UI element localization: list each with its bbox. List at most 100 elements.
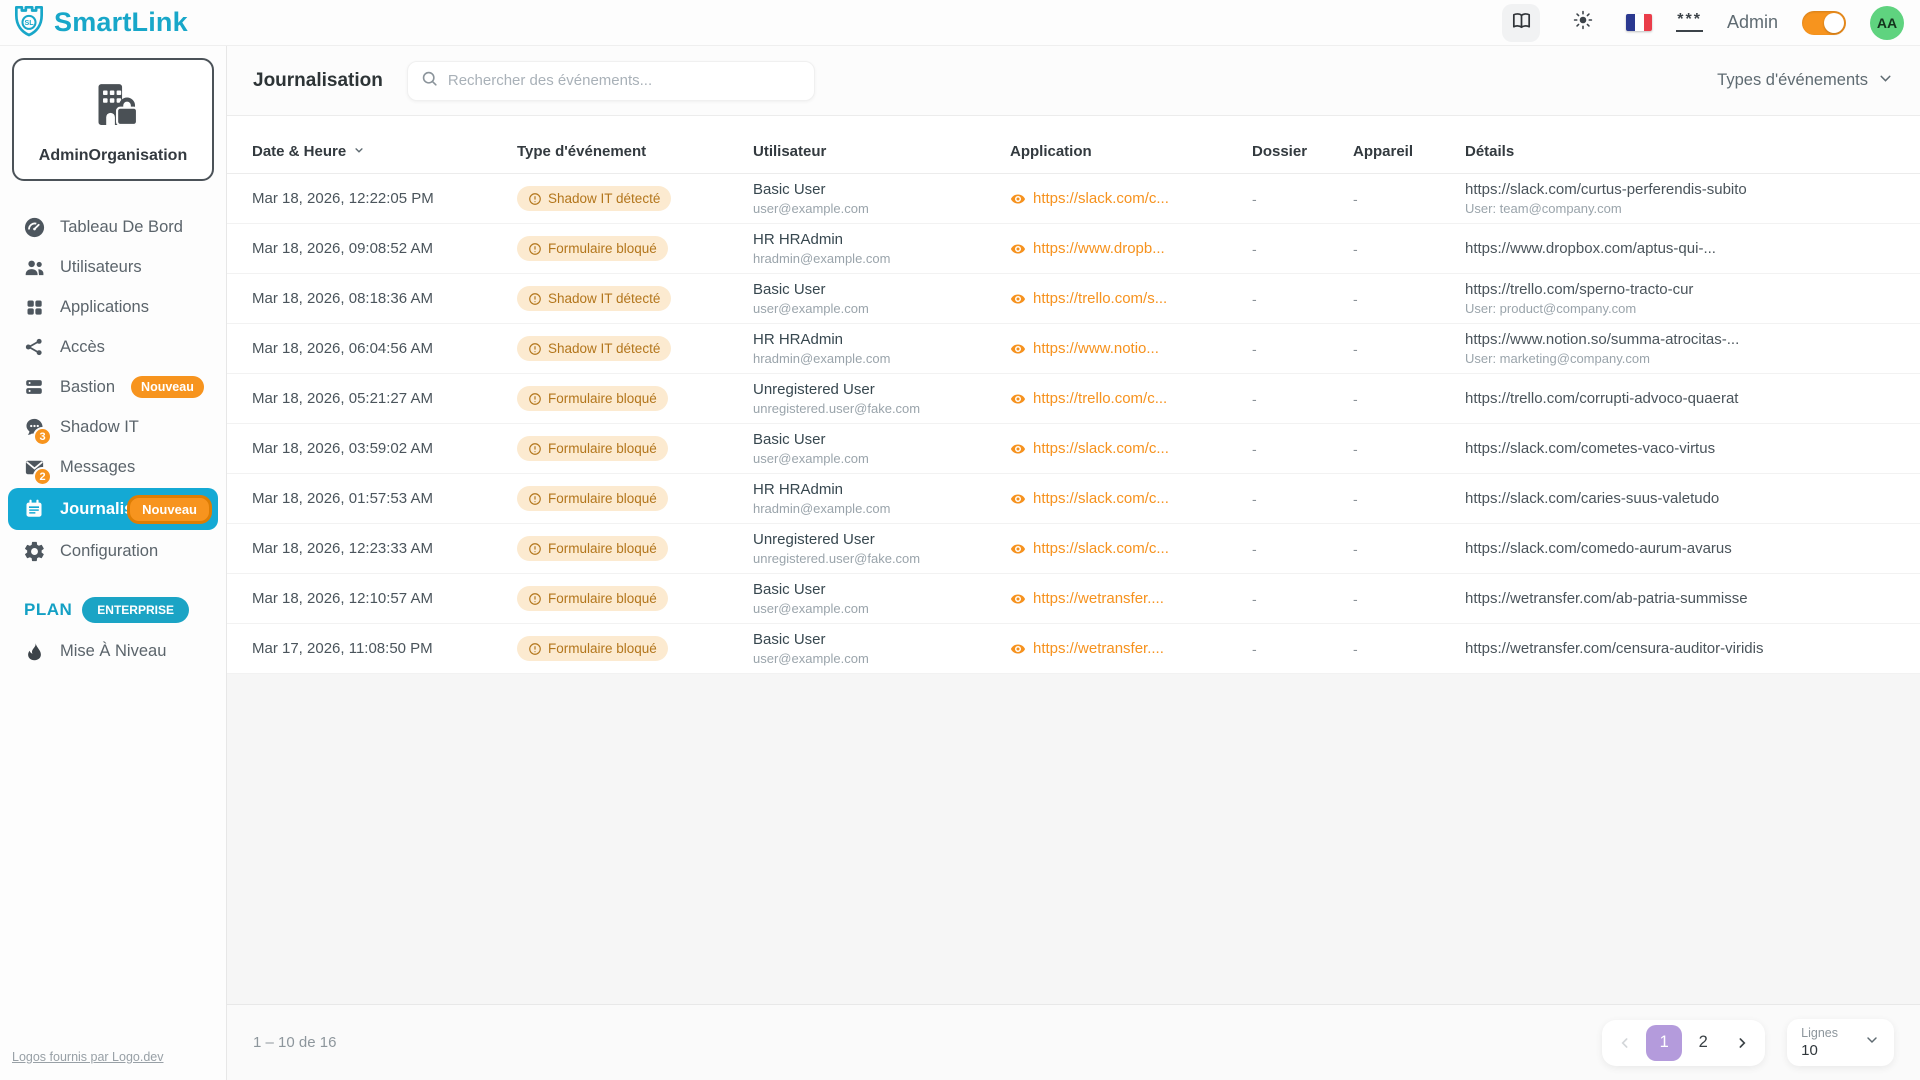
next-page-button[interactable]: [1724, 1025, 1760, 1061]
user-email: user@example.com: [753, 451, 869, 466]
details-url: https://trello.com/corrupti-advoco-quaer…: [1465, 390, 1739, 407]
application-link[interactable]: https://slack.com/c...: [1010, 490, 1252, 507]
user-name: Basic User: [753, 281, 826, 298]
table-row: Mar 18, 2026, 03:59:02 AM Formulaire blo…: [227, 424, 1920, 474]
appareil-cell: -: [1353, 240, 1358, 257]
user-avatar[interactable]: AA: [1870, 5, 1904, 40]
gear-icon: [22, 540, 46, 563]
alert-circle-icon: [528, 292, 542, 306]
sidebar-item-shadow-it[interactable]: Shadow IT 3: [0, 407, 226, 447]
masked-credentials-button[interactable]: ***: [1676, 12, 1703, 32]
search-input[interactable]: [447, 72, 802, 89]
user-email: user@example.com: [753, 201, 869, 216]
sidebar-item-bastion[interactable]: Bastion Nouveau: [0, 367, 226, 407]
admin-mode-toggle[interactable]: [1802, 10, 1846, 35]
event-datetime: Mar 18, 2026, 08:18:36 AM: [252, 290, 433, 307]
column-header-datetime[interactable]: Date & Heure: [252, 143, 517, 161]
application-link[interactable]: https://slack.com/c...: [1010, 540, 1252, 557]
eye-icon: [1010, 291, 1026, 307]
page-button-2[interactable]: 2: [1685, 1025, 1721, 1061]
user-cell: Basic User user@example.com: [753, 281, 1010, 316]
dossier-cell: -: [1252, 190, 1257, 207]
application-link[interactable]: https://wetransfer....: [1010, 640, 1252, 657]
event-types-filter[interactable]: Types d'événements: [1717, 70, 1894, 92]
user-cell: Basic User user@example.com: [753, 631, 1010, 666]
language-flag-france-icon[interactable]: [1626, 14, 1653, 31]
previous-page-button[interactable]: [1607, 1025, 1643, 1061]
sort-chevron-icon: [352, 143, 366, 161]
rows-per-page-select[interactable]: Lignes 10: [1787, 1019, 1894, 1066]
page-button-1[interactable]: 1: [1646, 1024, 1683, 1061]
user-email: user@example.com: [753, 301, 869, 316]
event-type-cell: Formulaire bloqué: [517, 386, 753, 411]
application-cell: https://slack.com/c...: [1010, 190, 1252, 207]
sidebar-item-label: Bastion: [60, 377, 116, 396]
sidebar-item-messages[interactable]: Messages 2: [0, 447, 226, 487]
event-types-filter-label: Types d'événements: [1717, 71, 1868, 89]
sidebar-item-dashboard[interactable]: Tableau De Bord: [0, 207, 226, 247]
application-url: https://slack.com/c...: [1033, 490, 1169, 507]
app-logo[interactable]: SL SmartLink: [10, 1, 188, 44]
sidebar-item-label: Accès: [60, 337, 105, 356]
event-type-label: Formulaire bloqué: [548, 441, 657, 456]
sidebar-nav: Tableau De Bord Utilisateurs: [0, 207, 226, 571]
application-link[interactable]: https://slack.com/c...: [1010, 440, 1252, 457]
sidebar-item-configuration[interactable]: Configuration: [0, 531, 226, 571]
events-table: Date & Heure Type d'événement Utilisateu…: [227, 116, 1920, 674]
alert-circle-icon: [528, 642, 542, 656]
documentation-button[interactable]: [1502, 3, 1541, 42]
details-user: User: product@company.com: [1465, 301, 1637, 316]
eye-icon: [1010, 241, 1026, 257]
event-datetime: Mar 18, 2026, 12:10:57 AM: [252, 590, 433, 607]
logo-shield-icon: SL: [10, 1, 48, 44]
application-cell: https://wetransfer....: [1010, 590, 1252, 607]
details-cell: https://slack.com/cometes-vaco-virtus: [1465, 440, 1895, 457]
application-link[interactable]: https://wetransfer....: [1010, 590, 1252, 607]
sidebar-item-label: Mise À Niveau: [60, 641, 167, 660]
rows-per-page-label: Lignes: [1801, 1026, 1838, 1040]
notification-count-badge: 2: [33, 467, 52, 486]
column-header-event-type: Type d'événement: [517, 143, 647, 160]
rows-per-page-value: 10: [1801, 1042, 1818, 1059]
details-url: https://trello.com/sperno-tracto-cur: [1465, 281, 1694, 298]
nouveau-badge: Nouveau: [131, 376, 204, 398]
user-email: hradmin@example.com: [753, 251, 891, 266]
sidebar-item-journalisation[interactable]: Journalisation Nouveau: [8, 488, 218, 530]
event-type-cell: Shadow IT détecté: [517, 286, 753, 311]
table-row: Mar 18, 2026, 05:21:27 AM Formulaire blo…: [227, 374, 1920, 424]
event-datetime: Mar 18, 2026, 12:22:05 PM: [252, 190, 434, 207]
details-url: https://wetransfer.com/censura-auditor-v…: [1465, 640, 1764, 657]
event-type-label: Shadow IT détecté: [548, 341, 661, 356]
application-link[interactable]: https://trello.com/s...: [1010, 290, 1252, 307]
application-link[interactable]: https://www.dropb...: [1010, 240, 1252, 257]
users-icon: [22, 256, 46, 279]
event-type-cell: Shadow IT détecté: [517, 336, 753, 361]
sidebar-item-upgrade[interactable]: Mise À Niveau: [0, 631, 226, 671]
user-email: unregistered.user@fake.com: [753, 551, 921, 566]
dossier-cell: -: [1252, 340, 1257, 357]
application-link[interactable]: https://slack.com/c...: [1010, 190, 1252, 207]
application-link[interactable]: https://trello.com/c...: [1010, 390, 1252, 407]
plan-enterprise-badge: ENTERPRISE: [82, 597, 189, 623]
sidebar-item-applications[interactable]: Applications: [0, 287, 226, 327]
application-link[interactable]: https://www.notio...: [1010, 340, 1252, 357]
logo-credit-link[interactable]: Logos fournis par Logo.dev: [12, 1050, 164, 1064]
event-datetime: Mar 18, 2026, 09:08:52 AM: [252, 240, 433, 257]
theme-toggle-button[interactable]: [1564, 4, 1602, 42]
organization-card[interactable]: AdminOrganisation: [12, 58, 214, 181]
application-cell: https://www.notio...: [1010, 340, 1252, 357]
sidebar-item-users[interactable]: Utilisateurs: [0, 247, 226, 287]
user-name: HR HRAdmin: [753, 331, 844, 348]
alert-circle-icon: [528, 442, 542, 456]
table-row: Mar 18, 2026, 12:22:05 PM Shadow IT déte…: [227, 174, 1920, 224]
user-name: HR HRAdmin: [753, 231, 844, 248]
sidebar-item-access[interactable]: Accès: [0, 327, 226, 367]
event-type-badge: Shadow IT détecté: [517, 186, 672, 211]
column-header-dossier: Dossier: [1252, 143, 1308, 160]
svg-text:SL: SL: [24, 19, 34, 27]
application-url: https://slack.com/c...: [1033, 190, 1169, 207]
dossier-cell: -: [1252, 390, 1257, 407]
grid-icon: [22, 297, 46, 318]
table-row: Mar 18, 2026, 01:57:53 AM Formulaire blo…: [227, 474, 1920, 524]
user-cell: Basic User user@example.com: [753, 431, 1010, 466]
